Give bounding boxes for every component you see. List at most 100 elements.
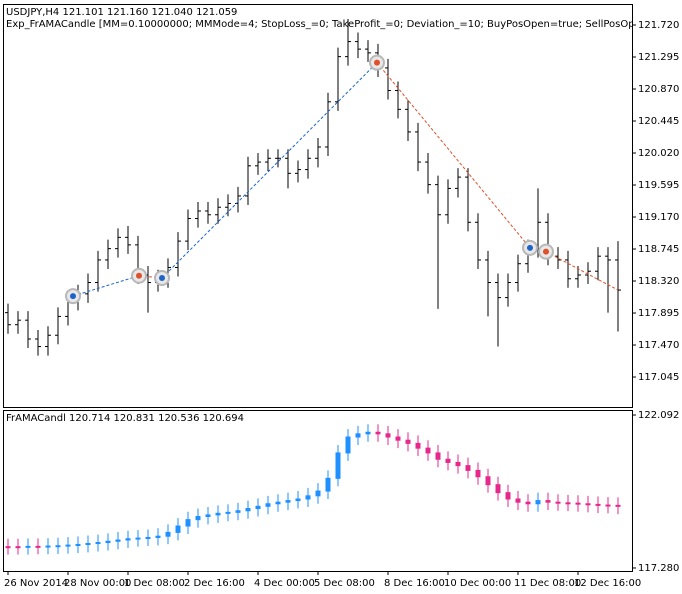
candle-body [405,439,411,444]
y-tick-label: 121.720 [638,20,679,31]
candle-body [225,511,231,514]
panel-labels: USDJPY,H4 121.101 121.160 121.040 121.05… [6,7,682,30]
candle-body [365,431,371,435]
candle-body [35,545,41,548]
candle-body [285,500,291,503]
x-tick-label: 26 Nov 2014 [4,578,68,589]
y-tick-label: 118.320 [638,276,679,287]
trade-line [545,251,619,291]
chart-subtitle: Exp_FrAMACandle [MM=0.10000000; MMMode=4… [6,19,682,30]
trade-line [72,275,140,297]
trade-marker [374,59,380,66]
candle-body [495,484,501,494]
candle-body [555,501,561,504]
candle-body [355,433,361,438]
candle-body [425,447,431,454]
candle-body [295,498,301,502]
panel-plot [5,18,621,356]
candle-body [25,545,31,548]
candle-body [75,543,81,546]
candle-body [545,500,551,503]
candle-body [165,531,171,537]
candle-body [385,433,391,438]
y-tick-label: 121.295 [638,52,679,63]
y-tick-label: 120.020 [638,148,679,159]
candle-body [235,510,241,513]
trade-line [138,275,163,279]
y-tick-label: 117.895 [638,308,679,319]
x-tick-label: 5 Dec 08:00 [314,578,375,589]
chart-title: USDJPY,H4 121.101 121.160 121.040 121.05… [6,7,237,18]
candle-body [85,543,91,546]
y-tick-label: 117.470 [638,340,679,351]
candle-body [465,465,471,471]
candle-body [5,546,11,549]
candle-body [445,458,451,463]
panel-labels: FrAMACandl 120.714 120.831 120.536 120.6… [6,413,244,424]
x-tick-label: 4 Dec 00:00 [254,578,315,589]
candle-body [415,442,421,449]
candle-body [565,502,571,505]
x-tick-label: 8 Dec 16:00 [384,578,445,589]
y-tick-label: 120.445 [638,116,679,127]
panel-plot [5,424,621,555]
candle-body [95,542,101,545]
trade-marker [136,272,142,279]
candle-body [505,492,511,500]
candle-body [115,539,121,542]
candle-body [15,546,21,549]
candle-body [375,431,381,435]
trade-marker [543,248,549,255]
x-tick-label: 28 Nov 00:00 [64,578,131,589]
panel-frame [3,4,633,408]
candle-body [315,490,321,497]
candle-body [455,461,461,467]
y-tick-label: 122.092 [638,410,679,421]
x-tick-label: 12 Dec 16:00 [574,578,641,589]
candle-body [45,545,51,548]
candle-body [305,495,311,500]
y-tick-label: 118.745 [638,244,679,255]
candle-body [435,452,441,460]
candle-body [395,436,401,441]
candle-body [535,500,541,505]
candle-body [585,503,591,506]
y-tick-label: 120.870 [638,84,679,95]
x-tick-label: 10 Dec 00:00 [444,578,511,589]
candle-body [175,525,181,533]
y-tick-label: 119.595 [638,180,679,191]
y-tick-label: 119.170 [638,212,679,223]
candle-body [595,503,601,506]
candle-body [575,502,581,505]
candle-body [525,501,531,505]
candle-body [195,515,201,521]
candle-body [105,540,111,544]
y-tick-label: 117.045 [638,372,679,383]
candle-body [155,535,161,538]
candle-body [485,476,491,486]
candle-body [245,508,251,512]
candle-body [265,503,271,507]
x-tick-label: 2 Dec 16:00 [184,578,245,589]
candle-body [145,536,151,539]
candle-body [615,504,621,507]
trade-marker [70,293,76,300]
trade-line [376,62,531,249]
candle-body [605,504,611,507]
candle-body [55,545,61,548]
candle-body [345,436,351,454]
candle-body [515,498,521,503]
candle-body [185,519,191,527]
trade-marker [527,244,533,251]
candle-body [325,477,331,492]
candle-body [205,514,211,517]
candle-body [335,452,341,479]
candle-body [475,469,481,478]
y-tick-label: 117.280 [638,563,679,574]
trade-line [161,62,378,279]
candle-body [255,505,261,510]
chart-title: FrAMACandl 120.714 120.831 120.536 120.6… [6,413,244,424]
x-tick-label: 1 Dec 08:00 [124,578,185,589]
